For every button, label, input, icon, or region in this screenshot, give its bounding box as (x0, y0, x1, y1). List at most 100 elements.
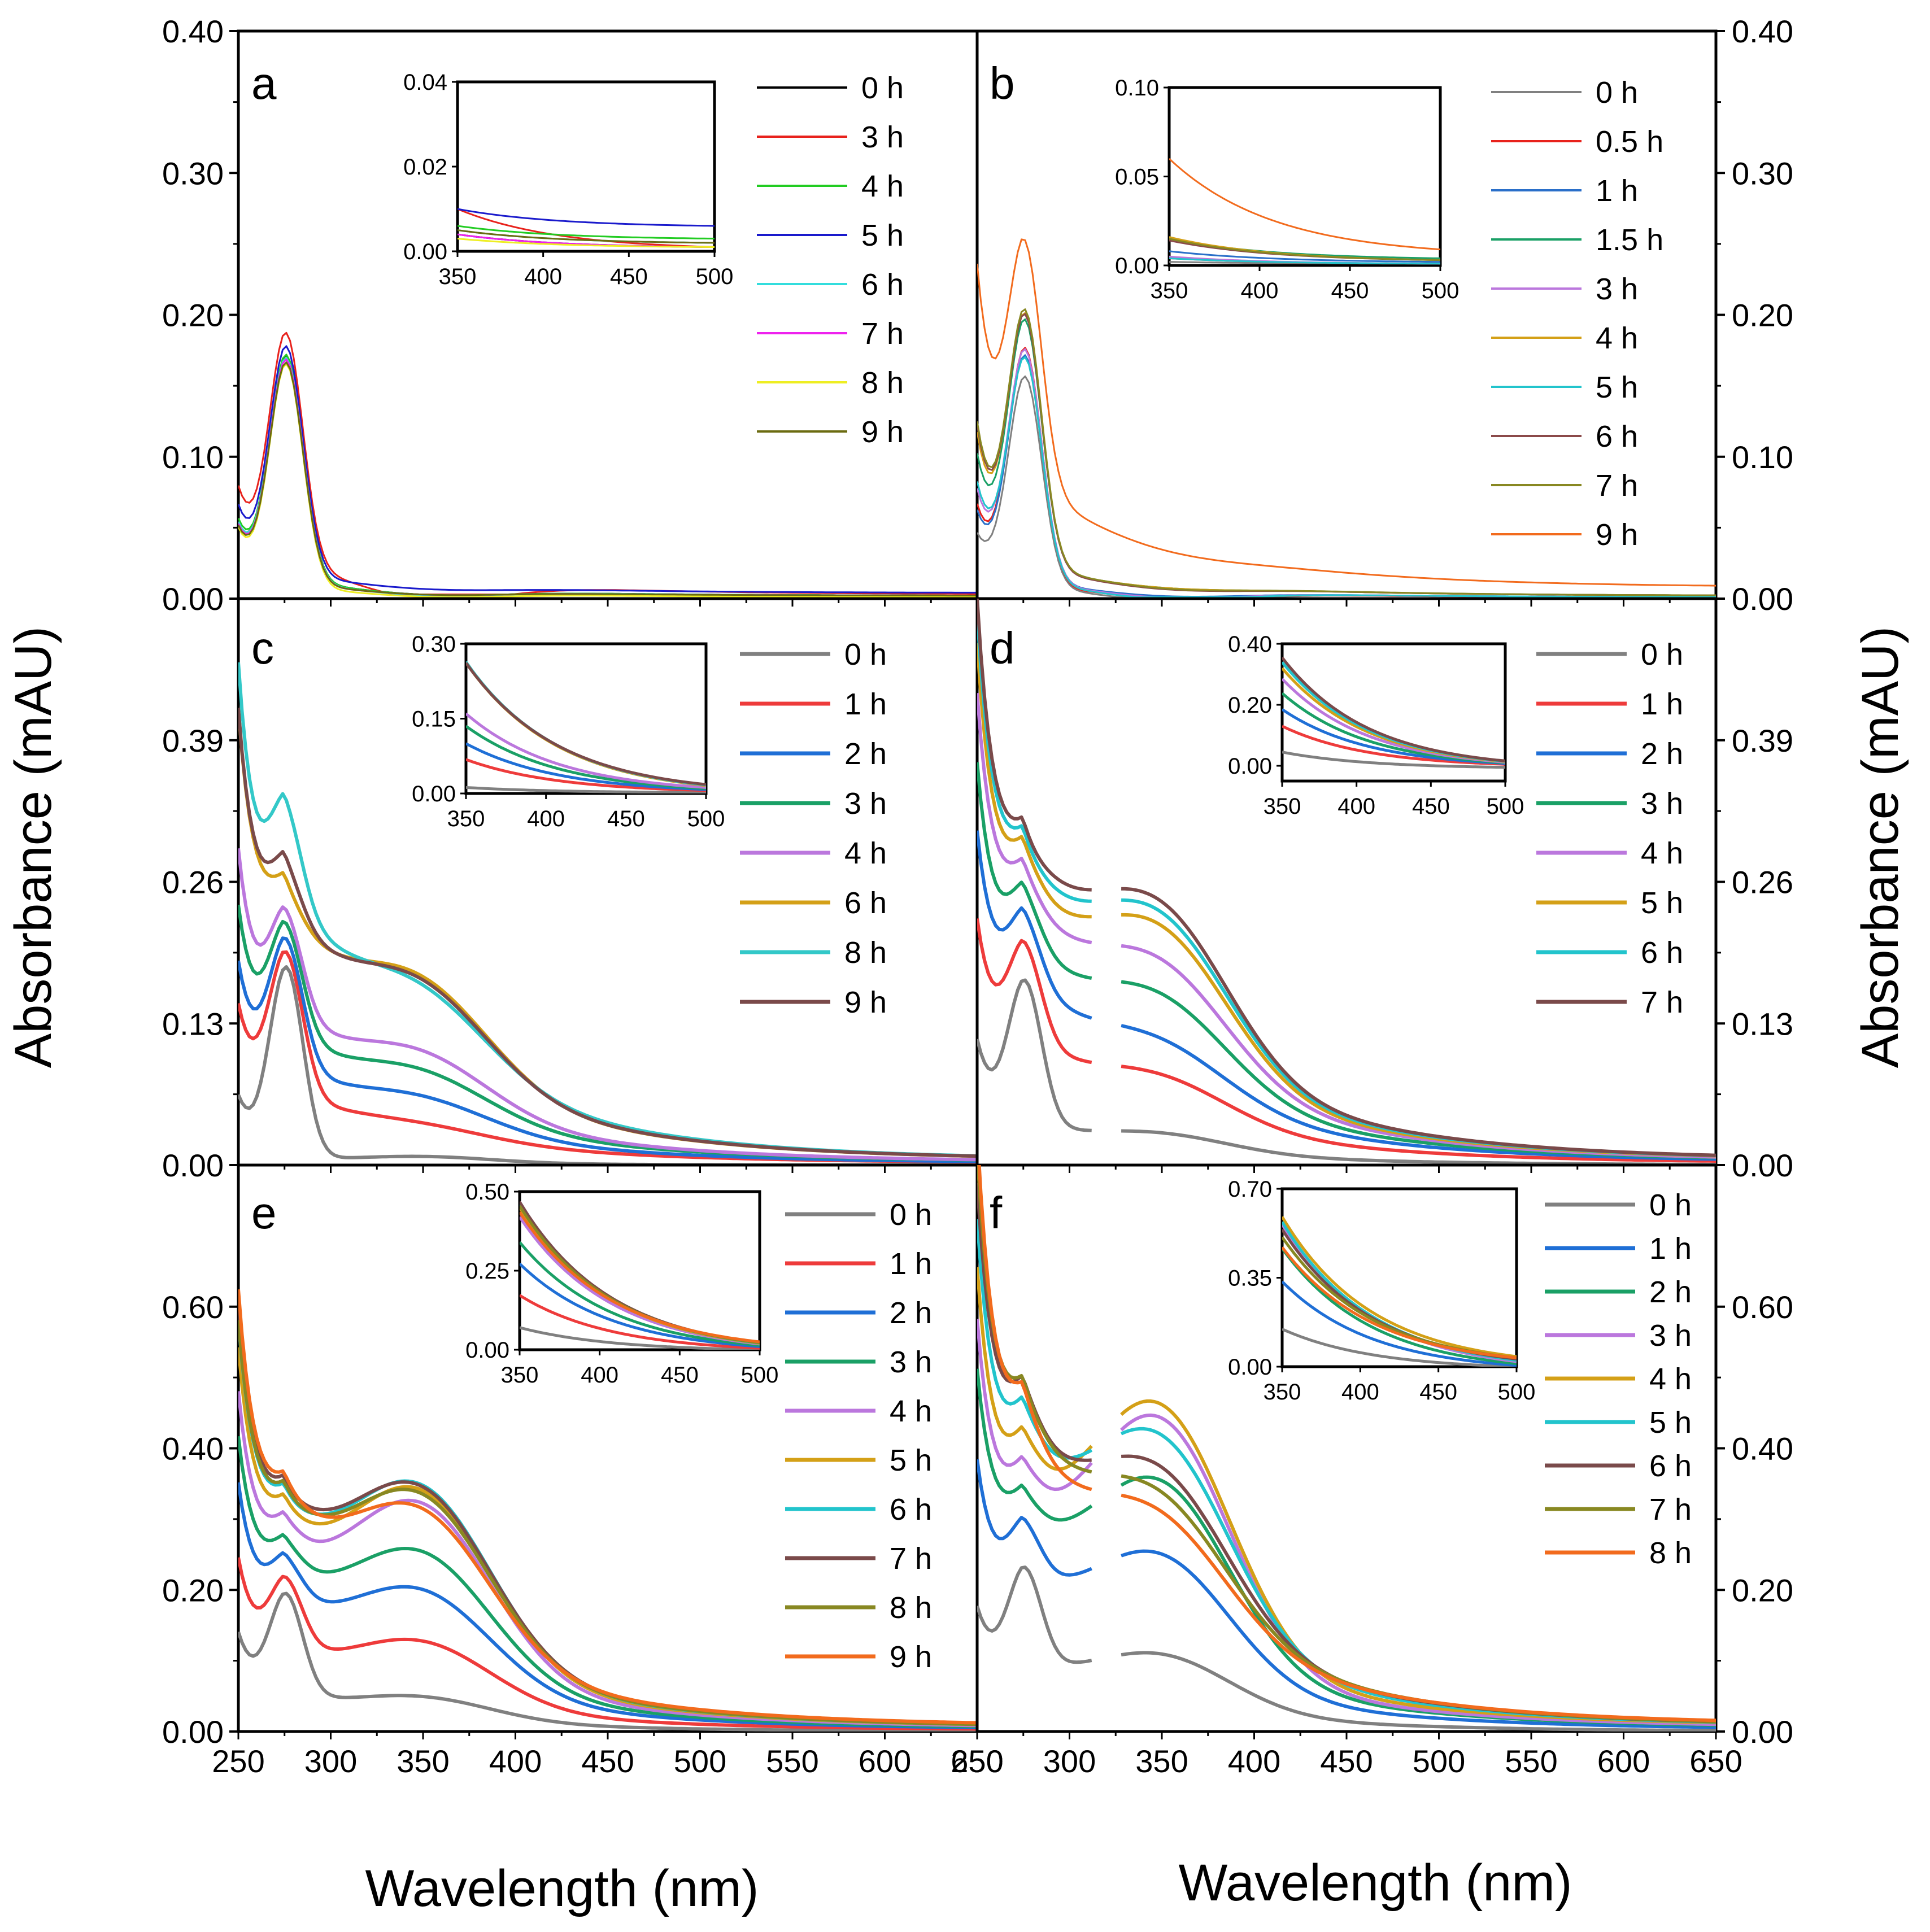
legend-label: 7 h (1649, 1493, 1692, 1527)
series-line-3h (977, 762, 1716, 1159)
panel-letter: b (990, 58, 1015, 108)
inset-frame (1167, 86, 1442, 267)
inset-series-line (520, 1241, 760, 1347)
legend-label: 6 h (1596, 420, 1638, 453)
inset-y-tick-label: 0.25 (465, 1259, 509, 1284)
inset-y-tick-label: 0.70 (1228, 1177, 1272, 1202)
inset-y-tick-label: 0.00 (403, 239, 447, 264)
legend-label: 5 h (1649, 1406, 1692, 1440)
inset-x-tick-label: 400 (581, 1363, 618, 1388)
series-line-3h (238, 1436, 977, 1729)
inset-a: 0.00 0.02 0.04 350 400 450 500 (403, 70, 733, 289)
series-line-0h (977, 1565, 1716, 1732)
y-tick-label: 0.39 (162, 723, 224, 758)
series-line-2h (238, 936, 977, 1163)
series-line-2h (977, 830, 1716, 1161)
series-line-5h (238, 1347, 977, 1726)
legend-label: 3 h (1641, 787, 1683, 821)
series-line-5h (238, 345, 977, 594)
inset-y-tick-label: 0.05 (1115, 165, 1159, 190)
legend-label: 0 h (861, 71, 904, 105)
panel-letter: e (251, 1188, 277, 1238)
panel-letter: a (251, 58, 277, 108)
legend-label: 0 h (1641, 638, 1683, 671)
series-line-1h (238, 1557, 977, 1731)
legend-label: 0 h (1596, 76, 1638, 110)
y-tick-label: 0.40 (162, 1431, 224, 1467)
legend-label: 5 h (890, 1443, 932, 1477)
inset-x-tick-label: 500 (1498, 1380, 1536, 1405)
inset-series-line (1282, 656, 1505, 762)
legend-label: 1 h (890, 1247, 932, 1281)
legend-label: 9 h (861, 415, 904, 449)
x-tick-label: 650 (951, 1743, 1003, 1779)
legend-label: 6 h (890, 1493, 932, 1527)
inset-series-line (1282, 1328, 1517, 1367)
panel-d: 0.00 0.13 0.26 0.39 d 0 h 1 h 2 h 3 h 4 h 5 h 6 h 7 … (975, 597, 1793, 1183)
legend-label: 4 h (861, 169, 904, 203)
y-tick-label: 0.13 (1732, 1006, 1793, 1041)
inset-x-tick-label: 500 (687, 806, 725, 831)
inset-series-line (1282, 725, 1505, 766)
legend-label: 0 h (1649, 1188, 1692, 1222)
x-tick-label: 500 (1413, 1743, 1465, 1779)
x-tick-label: 450 (1320, 1743, 1373, 1779)
legend-label: 9 h (844, 985, 887, 1019)
inset-x-tick-label: 350 (1264, 794, 1301, 819)
inset-y-tick-label: 0.00 (1228, 1355, 1272, 1380)
inset-x-tick-label: 450 (661, 1363, 699, 1388)
x-tick-label: 650 (1689, 1743, 1742, 1779)
legend-label: 4 h (844, 836, 887, 870)
legend-label: 1 h (1641, 687, 1683, 721)
y-tick-label: 0.20 (162, 298, 224, 333)
legend-label: 7 h (1596, 469, 1638, 503)
inset-x-tick-label: 350 (1264, 1380, 1301, 1405)
legend-label: 9 h (890, 1640, 932, 1674)
inset-y-tick-label: 0.30 (412, 632, 456, 657)
legend-label: 2 h (1641, 737, 1683, 771)
inset-series-line (466, 725, 706, 790)
legend-label: 6 h (861, 268, 904, 302)
panel-f: 0.00 0.20 0.40 0.60 250 300 350 400 450 500 550 600… (951, 1163, 1793, 1779)
x-tick-label: 400 (1228, 1743, 1280, 1779)
y-tick-label: 0.60 (162, 1289, 224, 1325)
inset-series-line (520, 1294, 760, 1350)
series-line-6h (977, 313, 1716, 596)
y-tick-label: 0.20 (1732, 298, 1793, 333)
inset-x-tick-label: 450 (1412, 794, 1450, 819)
x-tick-label: 250 (212, 1743, 264, 1779)
series-line-9h (238, 1289, 977, 1725)
legend-label: 7 h (1641, 985, 1683, 1019)
series-group (977, 238, 1716, 598)
legend-label: 3 h (844, 787, 887, 821)
inset-y-tick-label: 0.40 (1228, 632, 1272, 657)
inset-x-tick-label: 450 (607, 806, 645, 831)
inset-series-line (458, 208, 715, 248)
inset-x-tick-label: 450 (1331, 278, 1369, 303)
y-tick-label: 0.26 (1732, 865, 1793, 900)
x-tick-label: 600 (1597, 1743, 1650, 1779)
legend-label: 4 h (1641, 836, 1683, 870)
series-line-0h (238, 1591, 977, 1732)
legend-label: 5 h (1641, 886, 1683, 920)
inset-y-tick-label: 0.00 (412, 782, 456, 806)
inset-y-tick-label: 0.02 (403, 155, 447, 180)
x-tick-label: 450 (581, 1743, 634, 1779)
inset-series-group (1282, 656, 1505, 769)
inset-series-group (520, 1201, 760, 1350)
legend-label: 2 h (890, 1296, 932, 1330)
inset-x-tick-label: 350 (1151, 278, 1188, 303)
legend-label: 2 h (1649, 1275, 1692, 1309)
series-line-1h (977, 918, 1716, 1163)
inset-e: 0.00 0.25 0.50 350 400 450 500 (465, 1180, 778, 1388)
x-tick-label: 350 (397, 1743, 449, 1779)
series-line-2h (238, 1482, 977, 1730)
legend-label: 7 h (890, 1542, 932, 1576)
legend-label: 8 h (890, 1591, 932, 1625)
y-tick-label: 0.60 (1732, 1289, 1793, 1325)
y-tick-label: 0.30 (162, 155, 224, 191)
inset-frame (518, 1190, 761, 1351)
left-y-axis-title: Absorbance (mAU) (5, 626, 62, 1068)
inset-x-tick-label: 400 (1338, 794, 1375, 819)
legend-label: 4 h (1596, 321, 1638, 355)
